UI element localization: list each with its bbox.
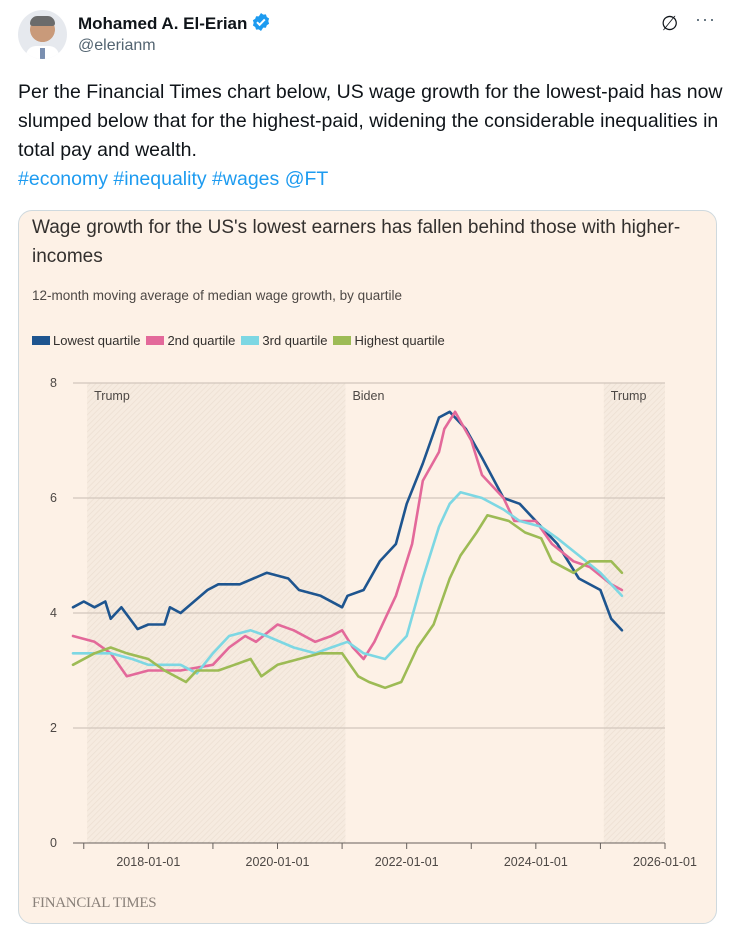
legend-item: 2nd quartile	[146, 333, 235, 348]
x-tick-label: 2018-01-01	[116, 855, 180, 869]
period-label: Trump	[611, 389, 647, 403]
series-line-highest-quartile	[71, 514, 624, 690]
x-tick-label: 2020-01-01	[246, 855, 310, 869]
legend-item: 3rd quartile	[241, 333, 327, 348]
legend-item: Lowest quartile	[32, 333, 140, 348]
x-tick-label: 2024-01-01	[504, 855, 568, 869]
period-label: Trump	[94, 389, 130, 403]
chart-image[interactable]: Trump Biden Trump 0 2 4 6 8 2018-01-01 2020-01-01…	[18, 210, 717, 924]
legend-item: Highest quartile	[333, 333, 445, 348]
y-tick-label: 6	[50, 491, 57, 505]
hashtag-link[interactable]: #wages	[212, 168, 280, 190]
y-tick-label: 8	[50, 376, 57, 390]
tweet-tags: #economy #inequality #wages @FT	[18, 165, 723, 194]
verified-badge-icon	[251, 12, 271, 37]
author-handle[interactable]: @elerianm	[78, 37, 156, 54]
series-line-3rd-quartile	[71, 491, 624, 675]
y-tick-label: 0	[50, 836, 57, 850]
x-tick-label: 2026-01-01	[633, 855, 697, 869]
chart-title: Wage growth for the US's lowest earners …	[32, 217, 681, 267]
x-tick-label: 2022-01-01	[375, 855, 439, 869]
series-line-lowest-quartile	[71, 410, 624, 632]
chart: Trump Biden Trump 0 2 4 6 8 2018-01-01 2020-01-01…	[50, 376, 697, 869]
tweet-text: Per the Financial Times chart below, US …	[18, 78, 723, 194]
y-tick-label: 4	[50, 606, 57, 620]
y-tick-label: 2	[50, 721, 57, 735]
ft-logo: FINANCIAL TIMES	[32, 895, 157, 911]
author-name[interactable]: Mohamed A. El-Erian	[78, 12, 271, 37]
grok-icon[interactable]: ∅	[661, 13, 679, 35]
mention-link[interactable]: @FT	[284, 168, 329, 190]
avatar[interactable]	[18, 10, 67, 59]
tweet-body: Per the Financial Times chart below, US …	[18, 81, 723, 161]
period-label: Biden	[352, 389, 384, 403]
hashtag-link[interactable]: #inequality	[113, 168, 207, 190]
more-icon[interactable]: ···	[695, 9, 716, 29]
chart-subtitle: 12-month moving average of median wage g…	[32, 288, 402, 303]
chart-legend: Lowest quartile 2nd quartile 3rd quartil…	[32, 333, 445, 348]
hashtag-link[interactable]: #economy	[18, 168, 108, 190]
